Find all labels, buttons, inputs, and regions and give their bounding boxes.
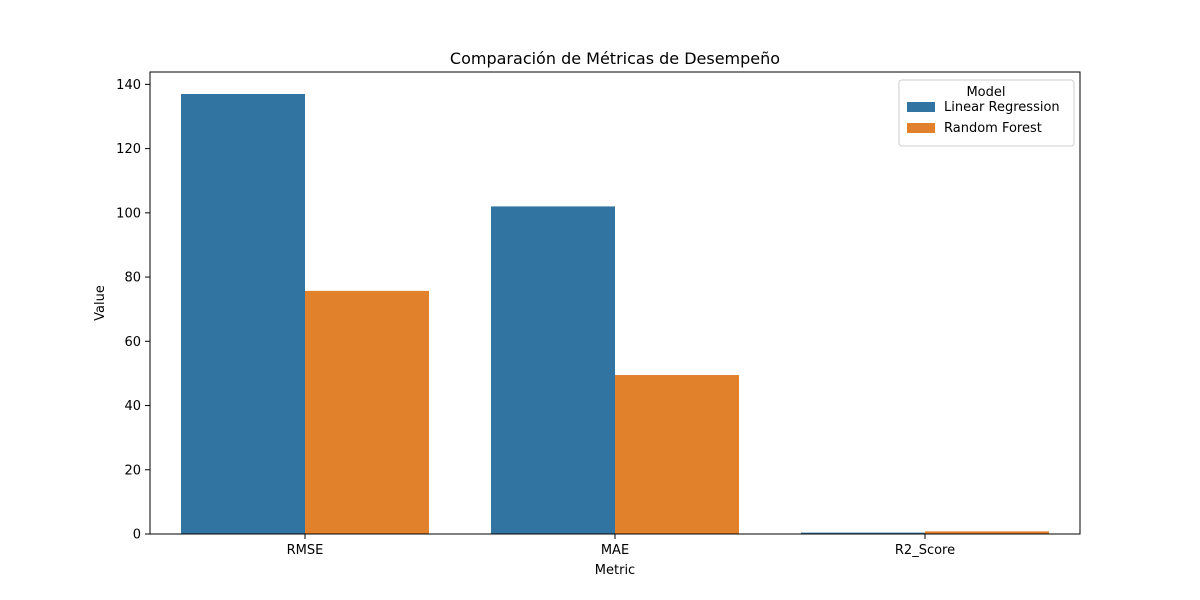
x-axis-label: Metric	[595, 563, 635, 578]
plot-frame	[149, 71, 1081, 535]
legend-items: Linear Regression Random Forest	[907, 100, 1060, 136]
bar-mae-random-forest	[615, 375, 739, 534]
legend-title: Model	[966, 85, 1005, 100]
y-tick-label: 0	[133, 528, 141, 543]
bar-r2-score-random-forest	[925, 531, 1049, 534]
x-axis: RMSE MAE R2_Score	[287, 534, 955, 558]
y-axis: 0 20 40 60 80 100 120 140	[116, 78, 150, 543]
bar-rmse-linear-regression	[181, 94, 305, 534]
y-tick-label: 20	[124, 463, 141, 478]
y-axis-label: Value	[93, 285, 108, 321]
bar-rmse-random-forest	[305, 290, 429, 534]
legend-label: Random Forest	[944, 121, 1042, 136]
y-tick-label: 60	[124, 335, 141, 350]
x-tick-label: MAE	[601, 543, 629, 558]
y-tick-label: 140	[116, 78, 141, 93]
legend-swatch	[907, 123, 935, 133]
legend: Model Linear Regression Random Forest	[898, 79, 1075, 147]
x-tick-label: R2_Score	[895, 543, 955, 558]
legend-label: Linear Regression	[944, 100, 1060, 115]
chart-title: Comparación de Métricas de Desempeño	[450, 49, 780, 68]
bars-layer	[181, 94, 1049, 534]
y-tick-label: 100	[116, 206, 141, 221]
bar-mae-linear-regression	[491, 206, 615, 534]
bar-r2-score-linear-regression	[801, 532, 925, 534]
legend-swatch	[907, 102, 935, 112]
legend-box	[898, 79, 1075, 147]
y-tick-label: 80	[124, 271, 141, 286]
y-tick-label: 120	[116, 142, 141, 157]
x-tick-label: RMSE	[287, 543, 324, 558]
y-tick-label: 40	[124, 399, 141, 414]
